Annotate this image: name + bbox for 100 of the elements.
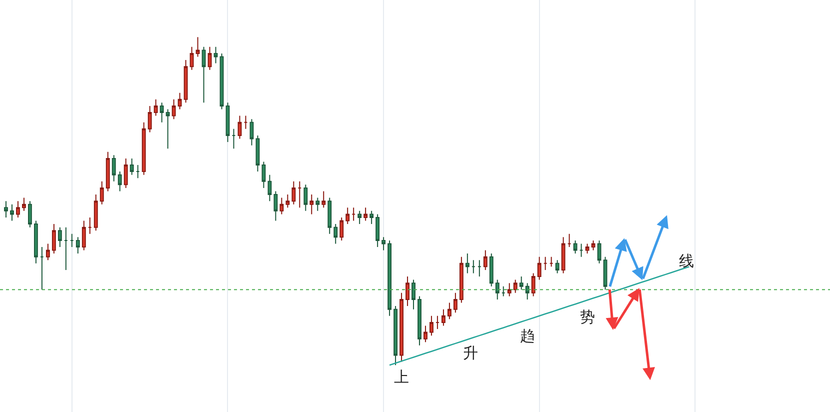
candlestick <box>519 276 524 290</box>
candlestick <box>196 36 200 58</box>
candlestick <box>76 236 80 254</box>
candlestick <box>292 180 296 205</box>
candlestick <box>124 158 128 188</box>
candlestick <box>316 197 320 212</box>
candlestick <box>154 98 158 116</box>
candlestick <box>531 272 536 297</box>
candlestick <box>465 253 470 274</box>
candlestick <box>424 325 428 343</box>
candlestick <box>160 102 164 123</box>
candlestick <box>603 256 608 290</box>
candlestick <box>412 279 416 310</box>
candlestick <box>166 108 170 150</box>
candlestick <box>585 243 590 254</box>
candlestick <box>555 260 560 274</box>
candlestick <box>28 200 32 228</box>
candlestick <box>250 118 254 146</box>
candlestick <box>232 128 236 150</box>
candlestick <box>579 243 584 258</box>
candlestick <box>507 282 512 297</box>
candlestick <box>172 98 176 120</box>
candlestick <box>58 226 62 248</box>
candlestick <box>436 315 440 330</box>
candlestick <box>34 220 38 264</box>
candlestick <box>298 180 302 208</box>
candlestick <box>256 134 260 172</box>
candlestick <box>364 207 368 222</box>
candlestick <box>525 282 530 300</box>
candlestick <box>573 240 578 254</box>
candlestick <box>561 236 566 274</box>
candlestick <box>340 216 344 241</box>
candlestick <box>70 233 74 248</box>
candlestick <box>400 292 404 362</box>
candlestick <box>274 190 278 222</box>
candlestick <box>495 279 500 300</box>
candlestick <box>268 174 272 202</box>
candlestick <box>16 200 20 218</box>
candlestick <box>238 115 242 140</box>
candlestick <box>100 180 104 205</box>
candlestick <box>513 279 518 294</box>
candlestick <box>52 224 56 254</box>
candlestick <box>567 233 572 248</box>
candlestick <box>136 164 140 179</box>
candlestick <box>388 240 392 316</box>
candlestick <box>244 115 248 130</box>
annotation: 升 <box>463 344 478 362</box>
candlestick <box>477 260 482 278</box>
candlestick <box>202 46 206 104</box>
candlestick <box>597 240 602 264</box>
candlestick <box>94 194 98 232</box>
candlestick <box>280 197 284 215</box>
candlestick <box>178 92 182 110</box>
candlestick <box>40 246 44 290</box>
candlestick <box>591 240 596 251</box>
candlestick <box>214 46 218 64</box>
candlestick <box>106 151 110 192</box>
candlestick <box>352 207 356 222</box>
candlestick <box>208 46 212 70</box>
candlestick <box>22 197 26 212</box>
candlestick <box>286 194 290 208</box>
candlestick <box>148 105 152 133</box>
candlestick <box>406 276 410 307</box>
annotation: 线 <box>679 252 694 270</box>
annotation: 趋 <box>520 327 535 345</box>
candlestick <box>328 197 332 234</box>
candlestick <box>471 260 476 274</box>
candlestick <box>322 190 326 208</box>
candlestick <box>537 256 542 280</box>
candlestick <box>142 122 146 176</box>
candlestick <box>4 200 8 218</box>
candlestick <box>459 256 464 304</box>
candlestick <box>10 204 14 222</box>
candlestick <box>418 296 422 346</box>
candlestick <box>262 161 266 188</box>
candlestick <box>46 243 50 261</box>
candlestick <box>64 226 68 270</box>
candlestick <box>190 46 194 70</box>
candlestick <box>543 256 548 270</box>
candlestick <box>82 220 86 251</box>
candlestick <box>382 236 386 251</box>
candlestick <box>220 52 224 110</box>
candlestick <box>549 256 554 268</box>
candlestick <box>334 224 338 244</box>
candlestick <box>447 302 452 320</box>
candlestick <box>453 292 458 314</box>
candlestick <box>489 253 494 287</box>
candlestick <box>483 250 488 270</box>
candlestick <box>130 158 134 176</box>
candlestick <box>376 214 380 248</box>
candlestick <box>226 102 230 143</box>
text: 上 <box>394 368 409 386</box>
candlestick <box>112 154 116 182</box>
candlestick <box>501 286 506 297</box>
candlestick <box>304 184 308 212</box>
candlestick <box>88 216 92 234</box>
candlestick <box>370 210 374 225</box>
candlestick <box>310 194 314 215</box>
candlestick <box>394 306 398 366</box>
candlestick <box>442 308 446 326</box>
